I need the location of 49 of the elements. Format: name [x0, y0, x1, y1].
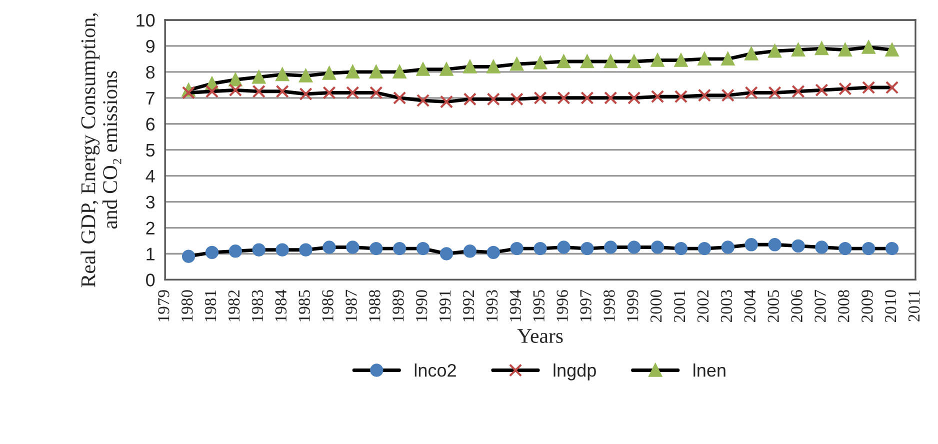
x-tick-label: 2001	[674, 290, 686, 322]
y-tick-label: 0	[146, 274, 155, 286]
x-tick-label: 1989	[392, 290, 404, 322]
x-tick-label: 1994	[510, 290, 522, 322]
x-tick-label: 2006	[791, 290, 802, 322]
x-tick-label: 1980	[181, 290, 193, 322]
x-tick-label: 1985	[298, 290, 310, 322]
x-tick-label: 2002	[697, 290, 709, 322]
x-tick-label: 2003	[720, 290, 732, 322]
x-tick-label: 2004	[744, 290, 756, 322]
x-tick-label: 2000	[650, 290, 662, 322]
x-tick-label: 1993	[486, 290, 498, 322]
legend-label: lnco2	[414, 364, 456, 377]
y-axis-title: Real GDP, Energy Consumption, and CO₂ emissions	[80, 13, 122, 288]
x-tick-label: 1982	[228, 290, 240, 322]
x-tick-label: 1990	[416, 290, 428, 322]
x-tick-label: 1981	[204, 290, 216, 322]
x-tick-label: 1983	[252, 290, 264, 322]
x-tick-label: 1996	[556, 290, 568, 322]
x-tick-label: 2011	[908, 290, 920, 322]
y-tick-label: 4	[146, 170, 155, 182]
x-tick-label: 2007	[814, 290, 826, 322]
x-tick-label: 2009	[862, 290, 873, 322]
x-tick-label: 1995	[533, 290, 544, 322]
x-tick-label: 1997	[580, 290, 592, 322]
x-tick-label: 1984	[275, 290, 287, 322]
y-tick-label: 9	[146, 40, 155, 53]
x-tick-label: 1999	[627, 290, 638, 322]
y-tick-label: 10	[136, 14, 155, 27]
y-tick-label: 6	[146, 118, 155, 131]
x-tick-label: 1991	[439, 290, 451, 322]
y-tick-label: 5	[146, 144, 155, 157]
y-tick-label: 1	[146, 248, 154, 260]
x-tick-label: 1988	[369, 290, 380, 322]
x-axis-title: Years	[517, 329, 563, 343]
x-tick-label: 2008	[838, 290, 850, 322]
x-tick-label: 2010	[884, 290, 896, 322]
x-tick-label: 1986	[322, 290, 334, 322]
y-tick-label: 3	[146, 196, 155, 209]
x-tick-label: 1998	[604, 290, 615, 322]
legend-label: lnen	[694, 364, 726, 377]
x-tick-label: 1979	[158, 290, 170, 322]
x-tick-label: 1987	[346, 290, 357, 322]
x-tick-label: 2005	[768, 290, 779, 322]
y-tick-label: 7	[146, 92, 154, 104]
y-tick-label: 8	[146, 66, 155, 79]
x-tick-label: 1992	[462, 290, 474, 322]
y-tick-label: 2	[146, 222, 154, 234]
legend-label: lngdp	[554, 364, 596, 380]
